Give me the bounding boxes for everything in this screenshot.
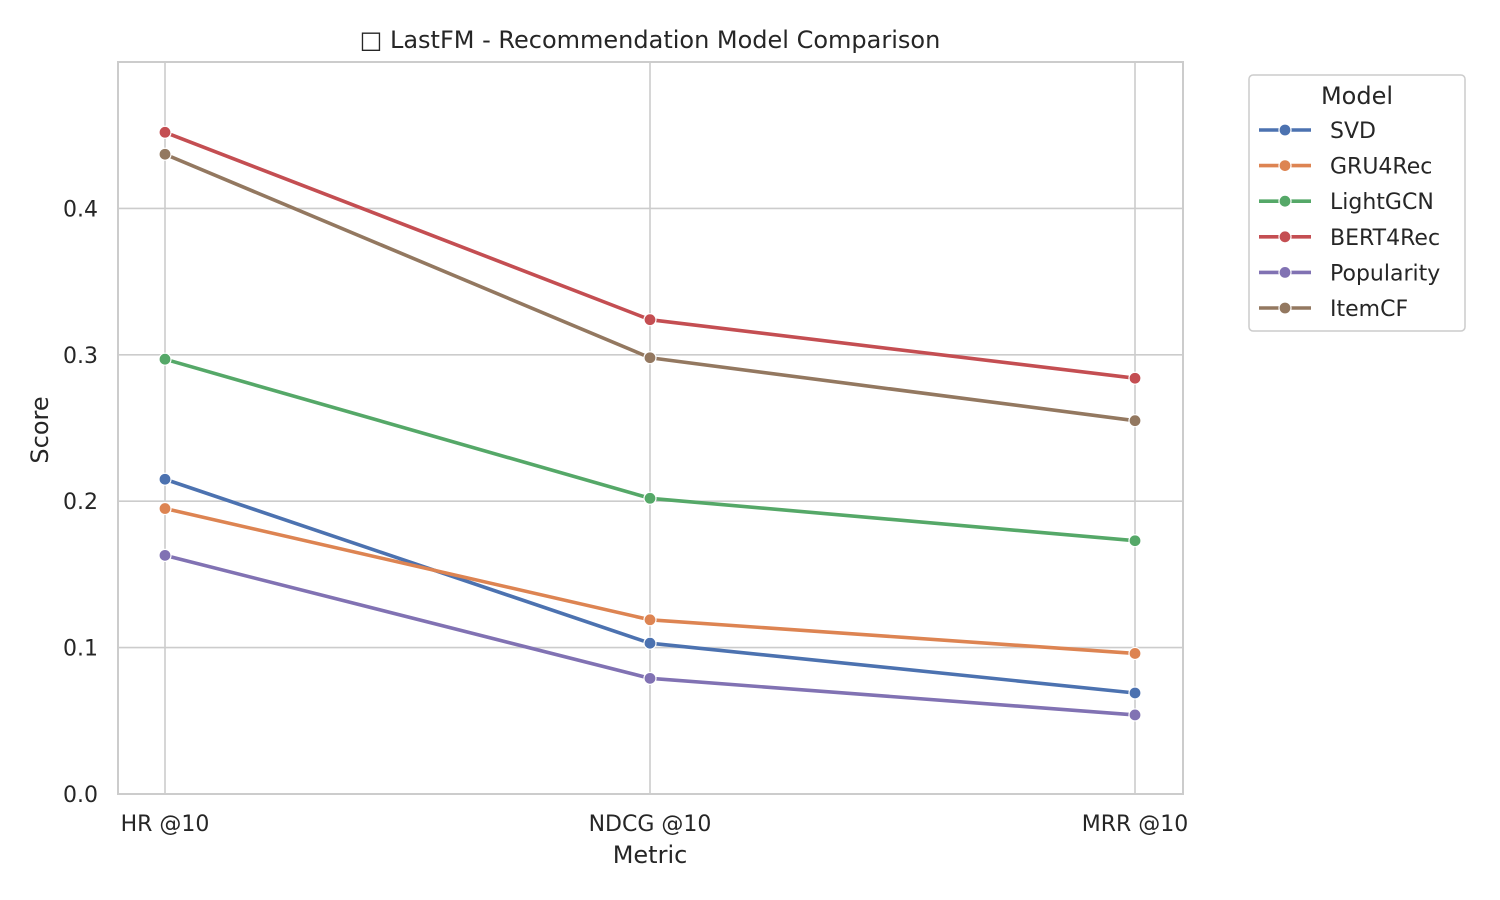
legend-swatch-marker — [1278, 265, 1292, 279]
legend-swatch-marker — [1278, 194, 1292, 208]
legend-swatch-marker — [1278, 230, 1292, 244]
data-point-svd — [1128, 686, 1142, 700]
data-point-itemcf — [1128, 414, 1142, 428]
series-lightgcn — [158, 352, 1142, 548]
series-lines — [158, 125, 1142, 722]
x-axis-ticks: HR @10 NDCG @10 MRR @10 — [121, 812, 1189, 837]
y-tick-label: 0.0 — [63, 783, 98, 808]
series-gru4rec — [158, 501, 1142, 661]
legend-label: BERT4Rec — [1330, 226, 1440, 251]
x-tick-label: NDCG @10 — [589, 812, 712, 837]
data-point-lightgcn — [158, 352, 172, 366]
legend-item-popularity: Popularity — [1259, 261, 1440, 286]
data-point-gru4rec — [158, 501, 172, 516]
y-tick-label: 0.1 — [63, 637, 98, 662]
data-point-lightgcn — [643, 491, 657, 505]
data-point-gru4rec — [1128, 646, 1142, 661]
legend-item-svd: SVD — [1259, 119, 1376, 144]
legend-label: SVD — [1330, 119, 1376, 144]
series-itemcf — [158, 147, 1142, 428]
data-point-popularity — [643, 671, 657, 685]
data-point-bert4rec — [158, 125, 172, 139]
legend-item-itemcf: ItemCF — [1259, 297, 1408, 322]
data-point-gru4rec — [643, 613, 657, 627]
plot-frame — [117, 61, 1184, 795]
y-tick-label: 0.3 — [63, 344, 98, 369]
data-point-svd — [643, 636, 657, 650]
legend: Model SVD GRU4Rec LightGCN BERT4Rec Populari… — [1248, 74, 1466, 332]
legend-item-lightgcn: LightGCN — [1259, 190, 1434, 215]
x-tick-label: HR @10 — [121, 812, 210, 837]
y-tick-label: 0.4 — [63, 197, 98, 222]
data-point-lightgcn — [1128, 534, 1142, 548]
series-popularity — [158, 548, 1142, 722]
data-point-itemcf — [158, 147, 172, 161]
chart-title: □ LastFM - Recommendation Model Comparis… — [360, 26, 941, 54]
y-axis-ticks: 0.0 0.1 0.2 0.3 0.4 — [63, 197, 98, 808]
data-point-popularity — [1128, 708, 1142, 722]
legend-swatch-marker — [1278, 301, 1292, 315]
legend-label: ItemCF — [1330, 297, 1408, 322]
legend-item-gru4rec: GRU4Rec — [1259, 155, 1432, 180]
series-bert4rec — [158, 125, 1142, 385]
series-svd — [158, 472, 1142, 700]
legend-item-bert4rec: BERT4Rec — [1259, 226, 1440, 251]
legend-items: SVD GRU4Rec LightGCN BERT4Rec Popularity Item… — [1259, 119, 1440, 322]
y-axis-title: Score — [26, 396, 54, 463]
legend-label: Popularity — [1330, 261, 1440, 286]
legend-label: LightGCN — [1330, 190, 1434, 215]
data-point-popularity — [158, 548, 172, 562]
legend-swatch-marker — [1278, 123, 1292, 137]
data-point-bert4rec — [643, 313, 657, 327]
data-point-bert4rec — [1128, 371, 1142, 385]
y-tick-label: 0.2 — [63, 490, 98, 515]
legend-label: GRU4Rec — [1330, 155, 1432, 180]
x-axis-title: Metric — [613, 841, 688, 869]
legend-title: Model — [1321, 82, 1393, 110]
legend-swatch-marker — [1278, 159, 1292, 173]
data-point-itemcf — [643, 351, 657, 365]
legend-box — [1248, 74, 1466, 332]
data-point-svd — [158, 472, 172, 486]
x-tick-label: MRR @10 — [1082, 812, 1189, 837]
